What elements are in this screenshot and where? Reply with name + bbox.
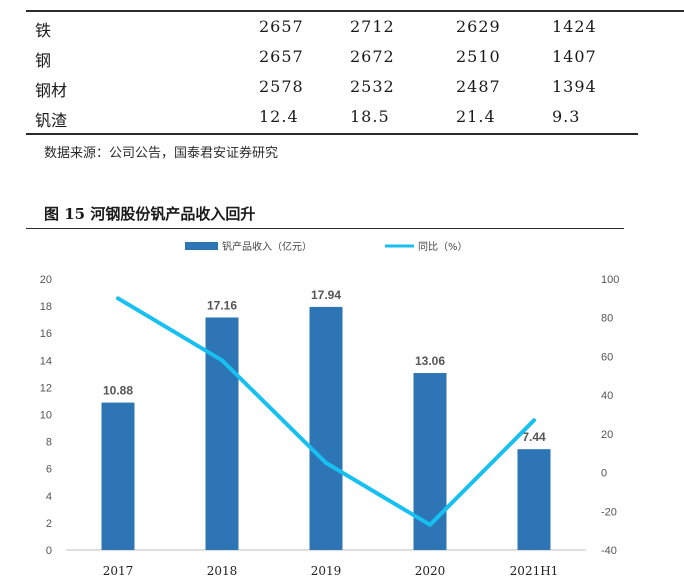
table-row-label: 钢 — [35, 51, 52, 70]
y-right-tick-label: 0 — [601, 468, 607, 480]
x-category-label: 2020 — [415, 564, 446, 578]
source-note: 数据来源：公司公告，国泰君安证券研究 — [44, 146, 279, 161]
table-cell: 21.4 — [456, 107, 496, 126]
bar-data-label: 13.06 — [415, 354, 445, 368]
y-left-tick-label: 0 — [46, 545, 52, 557]
bar-data-label: 17.16 — [207, 298, 237, 312]
y-right-tick-label: 20 — [601, 429, 613, 441]
bar-data-label: 10.88 — [103, 384, 133, 398]
table-cell: 2629 — [456, 17, 501, 36]
y-left-tick-label: 10 — [40, 410, 52, 422]
table-cell: 2712 — [350, 17, 395, 36]
table-cell: 12.4 — [259, 107, 299, 126]
revenue-bar — [101, 402, 135, 550]
legend-label-revenue: 钒产品收入（亿元） — [222, 240, 312, 253]
y-right-tick-label: -40 — [601, 545, 617, 557]
y-right-tick-label: 80 — [601, 313, 613, 325]
table-cell: 1407 — [552, 47, 597, 66]
figure-title-rule — [26, 228, 624, 229]
y-right-tick-label: 100 — [601, 274, 619, 286]
y-left-tick-label: 8 — [46, 437, 52, 449]
x-category-label: 2021H1 — [510, 564, 559, 578]
table-cell: 18.5 — [350, 107, 390, 126]
revenue-bar — [517, 449, 551, 550]
yoy-point — [324, 461, 328, 465]
revenue-bar — [309, 306, 343, 550]
y-left-tick-label: 16 — [40, 328, 52, 340]
yoy-point — [220, 358, 224, 362]
y-left-tick-label: 20 — [40, 274, 52, 286]
table-top-rule — [26, 10, 684, 12]
table-row-label: 钒渣 — [35, 111, 68, 130]
bar-data-label: 17.94 — [311, 288, 341, 302]
bar-data-label: 7.44 — [522, 430, 546, 444]
figure-title: 图 15 河钢股份钒产品收入回升 — [44, 205, 256, 223]
yoy-point — [116, 296, 120, 300]
table-row: 钢 2657 2672 2510 1407 — [26, 42, 658, 72]
table-cell: 1424 — [552, 17, 597, 36]
y-left-tick-label: 14 — [40, 355, 52, 367]
table-row: 钢材 2578 2532 2487 1394 — [26, 72, 658, 102]
y-left-tick-label: 4 — [46, 491, 52, 503]
y-right-tick-label: 60 — [601, 351, 613, 363]
revenue-bar — [205, 317, 239, 550]
table-bottom-rule — [26, 133, 638, 135]
table-row: 钒渣 12.4 18.5 21.4 9.3 — [26, 102, 658, 132]
table-cell: 2657 — [259, 17, 304, 36]
table-cell: 2532 — [350, 77, 395, 96]
yoy-point — [532, 418, 536, 422]
table-row-label: 钢材 — [35, 81, 68, 100]
table-cell: 9.3 — [552, 107, 581, 126]
table-cell: 2657 — [259, 47, 304, 66]
table-cell: 2578 — [259, 77, 304, 96]
x-category-label: 2019 — [311, 564, 342, 578]
y-left-tick-label: 2 — [46, 518, 52, 530]
y-right-tick-label: -20 — [601, 506, 617, 518]
x-category-label: 2017 — [103, 564, 134, 578]
x-category-label: 2018 — [207, 564, 238, 578]
y-left-tick-label: 6 — [46, 464, 52, 476]
table-row: 铁 2657 2712 2629 1424 — [26, 12, 658, 42]
table-cell: 2487 — [456, 77, 501, 96]
yoy-point — [428, 523, 432, 527]
y-left-tick-label: 12 — [40, 382, 52, 394]
y-right-tick-label: 40 — [601, 390, 613, 402]
table-cell: 1394 — [552, 77, 597, 96]
table-cell: 2510 — [456, 47, 501, 66]
table-cell: 2672 — [350, 47, 395, 66]
legend-label-yoy: 同比（%） — [418, 241, 468, 253]
table-row-label: 铁 — [35, 21, 52, 40]
y-left-tick-label: 18 — [40, 301, 52, 313]
legend-swatch-bar — [185, 242, 218, 250]
